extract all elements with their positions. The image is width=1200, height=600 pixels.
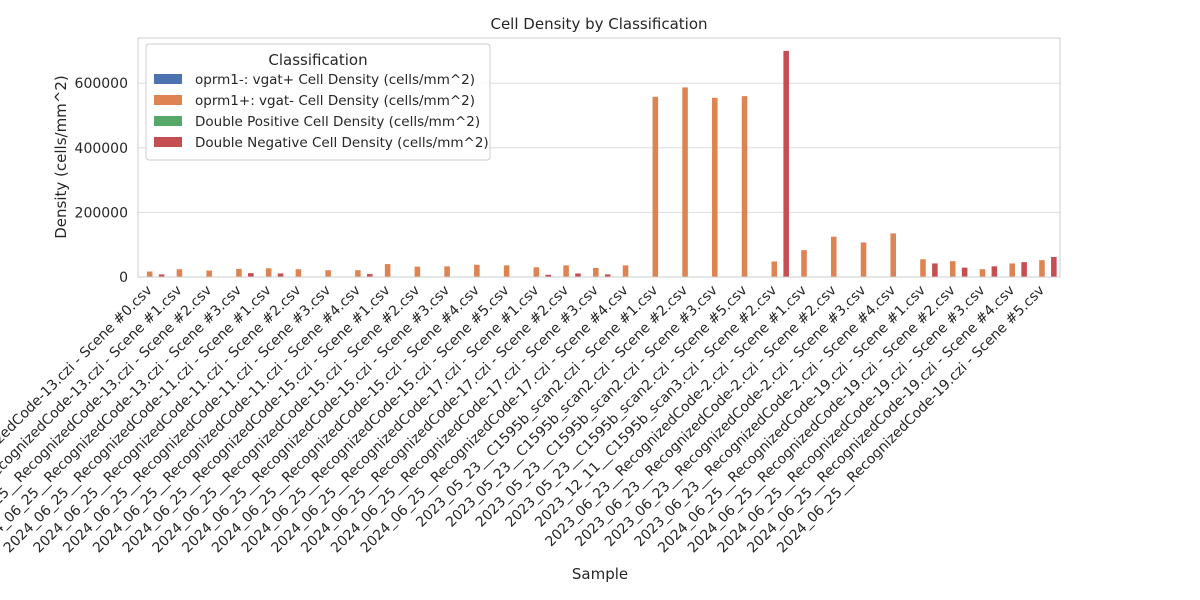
bar [801,250,807,277]
bar [1009,263,1015,277]
legend: Classification oprm1-: vgat+ Cell Densit… [145,43,491,161]
bar [622,265,629,277]
bar [991,266,998,277]
bar [1021,262,1027,277]
chart-title: Cell Density by Classification [490,15,707,33]
bar [367,274,373,277]
bar [652,96,659,277]
y-axis-label: Density (cells/mm^2) [52,75,70,239]
legend-label: Double Positive Cell Density (cells/mm^2… [195,114,480,130]
bar [146,271,153,277]
bar [158,274,165,277]
legend-swatch [154,116,182,126]
legend-items: oprm1-: vgat+ Cell Density (cells/mm^2) o… [154,72,489,151]
bar [533,267,540,277]
bar [1051,256,1057,277]
bar [563,265,569,277]
bar [830,236,837,277]
bar [545,274,552,277]
bar [295,269,302,277]
bar [414,266,421,277]
bar [444,266,450,277]
bar [236,268,242,277]
y-tick-labels: 0 200000 400000 600000 [75,76,128,286]
bar [682,87,688,277]
legend-label: oprm1-: vgat+ Cell Density (cells/mm^2) [195,72,475,88]
bar [325,270,331,277]
bar [961,267,968,277]
x-axis-label: Sample [572,565,628,583]
bar [783,50,789,277]
bar [384,264,391,277]
bar [176,269,183,277]
y-tick-label: 0 [119,270,128,286]
bar [355,270,361,277]
bar [277,273,284,277]
y-tick-label: 600000 [75,76,128,92]
bar [248,273,254,277]
y-tick-label: 400000 [75,141,128,157]
bar [920,259,926,277]
legend-swatch [154,95,182,105]
legend-swatch [154,137,182,147]
legend-label: oprm1+: vgat- Cell Density (cells/mm^2) [195,93,475,109]
x-tick-labels: 2024_06_25__RecognizedCode-13.czi - Scen… [0,283,1048,557]
bar [474,264,480,277]
bar [604,274,611,277]
bar [593,267,599,277]
bar [503,265,510,277]
bar [712,97,718,277]
legend-swatch [154,74,182,84]
legend-label: Double Negative Cell Density (cells/mm^2… [195,135,489,151]
plot-frame [137,37,1061,278]
bar [949,261,956,277]
legend-title: Classification [268,51,367,69]
bar [979,269,986,277]
bar [860,242,867,277]
bar [932,263,938,277]
bars [146,50,1057,277]
legend-box [145,43,491,161]
bar [265,268,272,277]
bar [741,96,748,277]
bar [771,261,778,277]
bar [890,233,897,277]
y-tick-label: 200000 [75,205,128,221]
bar [575,273,581,277]
bar [206,270,212,277]
bar [1039,260,1045,277]
